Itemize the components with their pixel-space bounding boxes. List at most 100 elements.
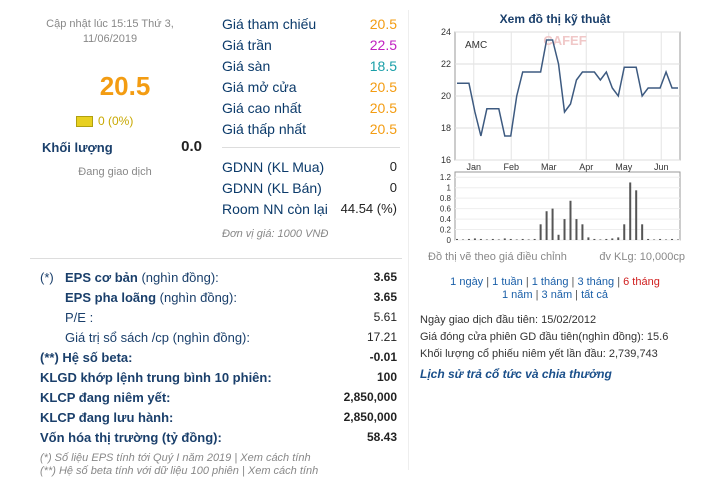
volume-bar [521,238,524,240]
volume-bar [605,238,608,240]
y-tick-label: 16 [441,155,451,165]
chart-note: Đồ thị vẽ theo giá điều chỉnh [428,251,567,263]
stat-value: -0.01 [369,350,397,364]
month-label: Jan [466,162,481,172]
separator: | [614,276,624,288]
volume-bar [593,238,596,240]
volume-value: 0.0 [181,138,202,155]
price-value: 20.5 [369,121,397,137]
volume-bar [551,208,554,240]
volume-bar [527,239,530,240]
volume-tick-label: 0.8 [440,194,452,203]
y-tick-label: 18 [441,123,451,133]
volume-bar [641,224,644,240]
volume-bar [677,239,679,240]
period-row: 1 ngày | 1 tuần | 1 tháng | 3 tháng | 6 … [415,277,695,288]
info-line: Ngày giao dịch đầu tiên: 15/02/2012 [420,314,597,326]
foreign-value: 0 [389,159,397,174]
separator: | [483,276,493,288]
stat-value: 2,850,000 [343,410,397,424]
volume-bar [581,224,584,240]
dividend-link[interactable]: Lịch sử trả cổ tức và chia thưởng [420,367,612,381]
period-link[interactable]: 1 tháng [531,276,569,288]
symbol: AMC [465,40,487,51]
volume-bar [456,238,458,240]
y-tick-label: 22 [441,59,451,69]
volume-bar [647,238,650,240]
price-label: Giá trần [222,37,272,53]
stat-label: P/E : [65,310,94,325]
price-line [457,39,678,137]
stat-unit: (nghìn đồng): [141,270,219,285]
divider [222,147,400,148]
stat-value: 58.43 [366,430,397,444]
volume-bar [569,200,572,240]
volume-bar [611,238,614,240]
volume-bar [563,219,566,240]
period-link[interactable]: 1 năm [501,289,533,301]
volume-bar [659,238,662,240]
volume-bar [539,224,542,240]
stat-value: 17.21 [366,330,397,344]
stat-value: 3.65 [373,270,397,284]
chart-title: Xem đồ thị kỹ thuật [500,12,611,26]
month-label: Apr [579,162,593,172]
price-value: 20.5 [369,100,397,116]
volume-bar [665,239,668,240]
volume-bar [599,239,602,240]
tech-chart: Xem đồ thị kỹ thuật 16 18 20 22 24 00.2 0.40.6… [440,12,681,245]
y-tick-label: 24 [441,27,451,37]
volume-bar [671,238,674,240]
period-link[interactable]: 1 ngày [450,276,484,288]
volume-bar [587,237,590,240]
stat-value: 5.61 [373,310,397,324]
price-value: 20.5 [369,79,397,95]
footnote[interactable]: (**) Hệ số beta tính với dữ liệu 100 phi… [40,465,319,477]
price-value: 22.5 [369,37,397,53]
stat-prefix: (*) [40,270,54,285]
foreign-label: Room NN còn lại [222,201,328,217]
price-label: Giá cao nhất [222,100,302,116]
volume-bar [497,239,500,240]
foreign-value: 44.54 (%) [340,201,397,216]
stat-value: 100 [376,370,397,384]
volume-tick-label: 0 [447,236,452,245]
stat-label: EPS cơ bản (nghìn đồng): [65,270,219,285]
period-link[interactable]: tất cả [581,289,609,301]
stat-label: KLCP đang niêm yết: [40,390,171,405]
volume-unit: đv KLg: 10,000cp [599,251,685,263]
period-link[interactable]: 6 tháng [623,276,660,288]
volume-bar [479,238,482,240]
separator: | [532,289,542,301]
month-label: Jun [654,162,669,172]
current-price: 20.5 [99,71,151,101]
volume-bar [461,239,464,240]
volume-label: Khối lượng [42,140,113,155]
divider [30,258,402,259]
period-link[interactable]: 3 tháng [577,276,615,288]
stat-label: KLCP đang lưu hành: [40,410,174,425]
update-time: Cập nhật lúc 15:15 Thứ 3, 11/06/2019 [46,18,174,45]
stat-label: (**) Hệ số beta: [40,350,133,365]
foreign-label: GDNN (KL Mua) [222,159,325,175]
separator: | [568,276,578,288]
period-row: 1 năm | 3 năm | tất cả [415,290,695,301]
trading-status: Đang giao dịch [78,166,152,178]
footnote[interactable]: (*) Số liệu EPS tính tới Quý I năm 2019 … [40,452,311,464]
month-label: May [615,162,633,172]
stat-unit: (nghìn đồng): [159,290,237,305]
period-link[interactable]: 3 năm [541,289,573,301]
volume-bar [557,234,560,240]
volume-bar [635,190,638,240]
foreign-value: 0 [389,180,397,195]
price-change: 0 (0%) [98,114,134,128]
y-tick-label: 20 [441,91,451,101]
stat-label: Vốn hóa thị trường (tỷ đồng): [40,430,222,445]
separator: | [572,289,582,301]
volume-bar [545,211,548,240]
stat-label: Giá trị sổ sách /cp (nghìn đồng): [65,330,250,345]
month-label: Mar [541,162,557,172]
period-link[interactable]: 1 tuần [492,276,523,288]
stat-value: 2,850,000 [343,390,397,404]
